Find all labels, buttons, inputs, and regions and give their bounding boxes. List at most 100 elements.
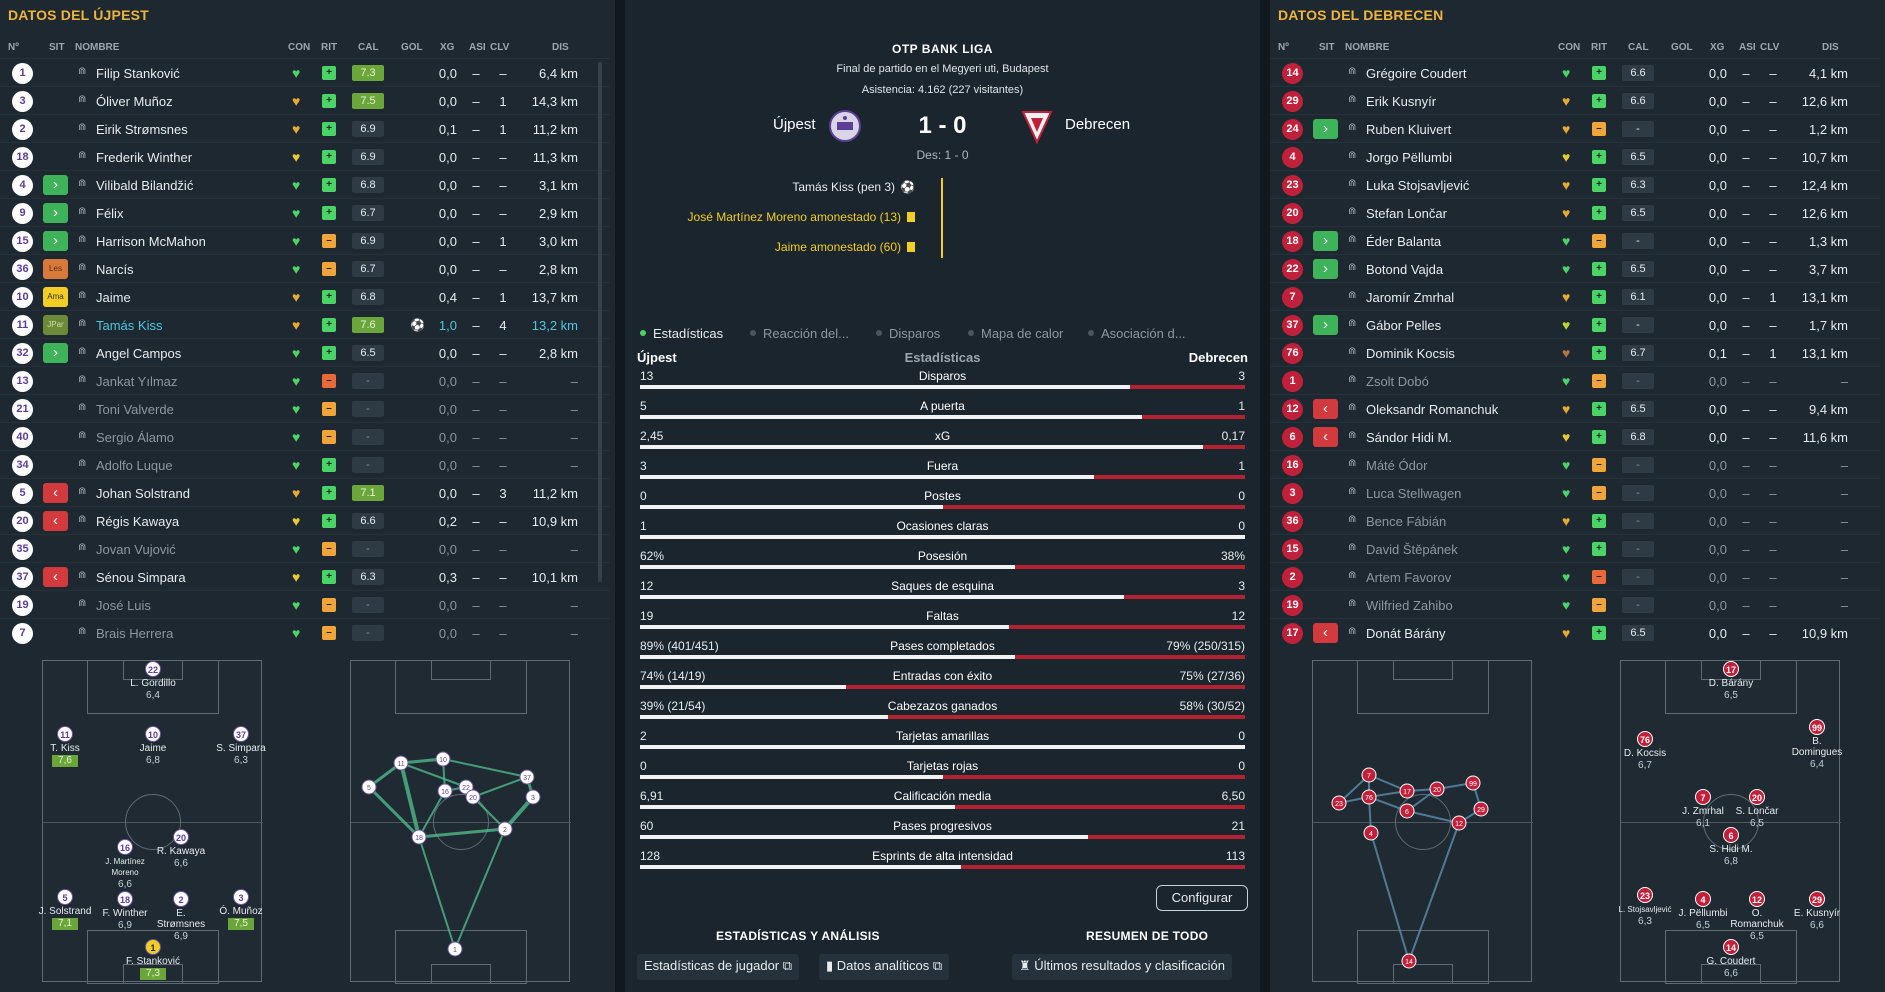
- player-row[interactable]: 23 ⋒ Luka Stojsavljević ♥ +6.3 0,0– –12,4 km: [1270, 170, 1880, 198]
- player-row[interactable]: 1 ⋒ Filip Stanković ♥ +7.3 0,0– –6,4 km: [0, 58, 610, 86]
- player-row[interactable]: 3 ⋒ Óliver Muñoz ♥ +7.5 0,0– 1 14,3 km: [0, 86, 610, 114]
- network-node[interactable]: [1473, 801, 1489, 817]
- player-row[interactable]: 22 › ⋒ Botond Vajda ♥ +6.5 0,0– –3,7 km: [1270, 254, 1880, 282]
- header-xg[interactable]: XG: [1710, 42, 1725, 53]
- network-node[interactable]: [411, 829, 427, 845]
- header-gol[interactable]: GOL: [401, 42, 423, 53]
- player-row[interactable]: 5 ‹ ⋒ Johan Solstrand ♥ +7.1 0,0– 3 11,2 km: [0, 478, 610, 506]
- header-num[interactable]: Nº: [1278, 42, 1289, 53]
- formation-player[interactable]: 18 F. Winther 6,9: [97, 891, 153, 932]
- results-button[interactable]: ♜ Últimos resultados y clasificación: [1012, 954, 1233, 980]
- player-row[interactable]: 21 ⋒ Toni Valverde ♥ – -0,0– – –: [0, 394, 610, 422]
- player-name[interactable]: Vilibald Bilandžić: [96, 178, 194, 193]
- player-row[interactable]: 15 ⋒ David Štěpánek ♥ + -0,0– – –: [1270, 534, 1880, 562]
- formation-player[interactable]: 76 D. Kocsis 6,7: [1617, 731, 1673, 772]
- player-name[interactable]: Luka Stojsavljević: [1366, 178, 1470, 193]
- header-clv[interactable]: CLV: [1760, 42, 1780, 53]
- formation-player[interactable]: 7 J. Zmrhal 6,1: [1675, 789, 1731, 830]
- network-node[interactable]: [1401, 953, 1417, 969]
- header-con[interactable]: CON: [1558, 42, 1581, 53]
- header-cal[interactable]: CAL: [358, 42, 379, 53]
- tab-1[interactable]: Estadísticas: [640, 326, 723, 341]
- formation-player[interactable]: 2 E. Strømsnes 6,9: [153, 891, 209, 943]
- player-name[interactable]: Sergio Álamo: [96, 430, 175, 445]
- player-row[interactable]: 37 › ⋒ Gábor Pelles ♥ + -0,0– –1,7 km: [1270, 310, 1880, 338]
- formation-player[interactable]: 29 E. Kusnyír 6,6: [1789, 891, 1845, 932]
- header-asi[interactable]: ASI: [1739, 42, 1756, 53]
- player-row[interactable]: 35 ⋒ Jovan Vujović ♥ – -0,0– – –: [0, 534, 610, 562]
- header-asi[interactable]: ASI: [469, 42, 486, 53]
- formation-player[interactable]: 17 D. Bárány 6,5: [1703, 661, 1759, 702]
- player-row[interactable]: 17 ‹ ⋒ Donát Bárány ♥ +6.5 0,0– –10,9 km: [1270, 618, 1880, 646]
- player-row[interactable]: 20 ⋒ Stefan Lončar ♥ +6.5 0,0– –12,6 km: [1270, 198, 1880, 226]
- player-name[interactable]: Wilfried Zahibo: [1366, 598, 1453, 613]
- player-row[interactable]: 3 ⋒ Luca Stellwagen ♥ – -0,0– – –: [1270, 478, 1880, 506]
- player-row[interactable]: 18 ⋒ Frederik Winther ♥ +6.9 0,0– –11,3 km: [0, 142, 610, 170]
- player-name[interactable]: Brais Herrera: [96, 626, 174, 641]
- tab-3[interactable]: Disparos: [876, 326, 940, 341]
- player-row[interactable]: 19 ⋒ Wilfried Zahibo ♥ – -0,0– – –: [1270, 590, 1880, 618]
- player-row[interactable]: 76 ⋒ Dominik Kocsis ♥ +6.7 0,1– 1 13,1 km: [1270, 338, 1880, 366]
- player-name[interactable]: Angel Campos: [96, 346, 182, 361]
- player-row[interactable]: 18 › ⋒ Éder Balanta ♥ – -0,0– –1,3 km: [1270, 226, 1880, 254]
- player-row[interactable]: 7 ⋒ Jaromír Zmrhal ♥ +6.1 0,0– 1 13,1 km: [1270, 282, 1880, 310]
- header-rit[interactable]: RIT: [1591, 42, 1608, 53]
- formation-player[interactable]: 6 S. Hidi M. 6,8: [1703, 827, 1759, 868]
- player-row[interactable]: 24 › ⋒ Ruben Kluivert ♥ – -0,0– –1,2 km: [1270, 114, 1880, 142]
- player-row[interactable]: 19 ⋒ José Luis ♥ – -0,0– – –: [0, 590, 610, 618]
- player-row[interactable]: 36 Les ⋒ Narcís ♥ –6.7 0,0– –2,8 km: [0, 254, 610, 282]
- player-row[interactable]: 29 ⋒ Erik Kusnyír ♥ +6.6 0,0– –12,6 km: [1270, 86, 1880, 114]
- player-name[interactable]: Erik Kusnyír: [1366, 94, 1437, 109]
- network-node[interactable]: [1451, 815, 1467, 831]
- player-name[interactable]: Jaime: [96, 290, 131, 305]
- player-name[interactable]: Bence Fábián: [1366, 514, 1447, 529]
- ujpest-crest-icon[interactable]: [829, 108, 861, 144]
- player-row[interactable]: 2 ⋒ Artem Favorov ♥ – -0,0– – –: [1270, 562, 1880, 590]
- formation-player[interactable]: 37 S. Simpara 6,3: [213, 726, 269, 767]
- header-cal[interactable]: CAL: [1628, 42, 1649, 53]
- formation-player[interactable]: 4 J. Pëllumbi 6,5: [1675, 891, 1731, 932]
- network-node[interactable]: [1399, 803, 1415, 819]
- network-node[interactable]: [1331, 795, 1347, 811]
- tab-5[interactable]: Asociación d...: [1088, 326, 1186, 341]
- header-sit[interactable]: SIT: [49, 42, 65, 53]
- player-row[interactable]: 32 › ⋒ Angel Campos ♥ +6.5 0,0– –2,8 km: [0, 338, 610, 366]
- network-node[interactable]: [465, 789, 481, 805]
- network-node[interactable]: [393, 755, 409, 771]
- network-node[interactable]: [497, 821, 513, 837]
- player-name[interactable]: Jorgo Pëllumbi: [1366, 150, 1452, 165]
- network-node[interactable]: [361, 779, 377, 795]
- player-name[interactable]: Botond Vajda: [1366, 262, 1444, 277]
- analytics-button[interactable]: ▮ Datos analíticos ⧉: [819, 954, 950, 980]
- player-name[interactable]: Félix: [96, 206, 124, 221]
- network-node[interactable]: [525, 789, 541, 805]
- network-node[interactable]: [1361, 789, 1377, 805]
- network-node[interactable]: [1429, 781, 1445, 797]
- player-name[interactable]: Gábor Pelles: [1366, 318, 1442, 333]
- tab-4[interactable]: Mapa de calor: [968, 326, 1063, 341]
- player-row[interactable]: 1 ⋒ Zsolt Dobó ♥ – -0,0– – –: [1270, 366, 1880, 394]
- player-row[interactable]: 12 ‹ ⋒ Oleksandr Romanchuk ♥ +6.5 0,0– –9,4 km: [1270, 394, 1880, 422]
- home-team-name[interactable]: Újpest: [773, 116, 816, 133]
- player-row[interactable]: 37 ‹ ⋒ Sénou Simpara ♥ +6.3 0,3– –10,1 km: [0, 562, 610, 590]
- player-row[interactable]: 2 ⋒ Eirik Strømsnes ♥ +6.9 0,1– 1 11,2 km: [0, 114, 610, 142]
- player-row[interactable]: 7 ⋒ Brais Herrera ♥ – -0,0– – –: [0, 618, 610, 646]
- formation-player[interactable]: 1 F. Stanković 7,3: [125, 939, 181, 980]
- player-name[interactable]: Ruben Kluivert: [1366, 122, 1452, 137]
- player-row[interactable]: 6 ‹ ⋒ Sándor Hidi M. ♥ +6.8 0,0– –11,6 km: [1270, 422, 1880, 450]
- debrecen-crest-icon[interactable]: [1021, 108, 1053, 144]
- player-name[interactable]: Artem Favorov: [1366, 570, 1452, 585]
- formation-player[interactable]: 22 L. Gordillo 6,4: [125, 661, 181, 702]
- header-dis[interactable]: DIS: [1822, 42, 1839, 53]
- network-node[interactable]: [1363, 825, 1379, 841]
- network-node[interactable]: [1399, 783, 1415, 799]
- player-name[interactable]: Éder Balanta: [1366, 234, 1442, 249]
- player-row[interactable]: 4 ⋒ Jorgo Pëllumbi ♥ +6.5 0,0– –10,7 km: [1270, 142, 1880, 170]
- tab-2[interactable]: Reacción del...: [750, 326, 849, 341]
- header-num[interactable]: Nº: [8, 42, 19, 53]
- player-name[interactable]: Frederik Winther: [96, 150, 193, 165]
- header-con[interactable]: CON: [288, 42, 311, 53]
- player-name[interactable]: Stefan Lončar: [1366, 206, 1447, 221]
- formation-player[interactable]: 12 O. Romanchuk 6,5: [1729, 891, 1785, 943]
- formation-player[interactable]: 11 T. Kiss 7,6: [37, 726, 93, 767]
